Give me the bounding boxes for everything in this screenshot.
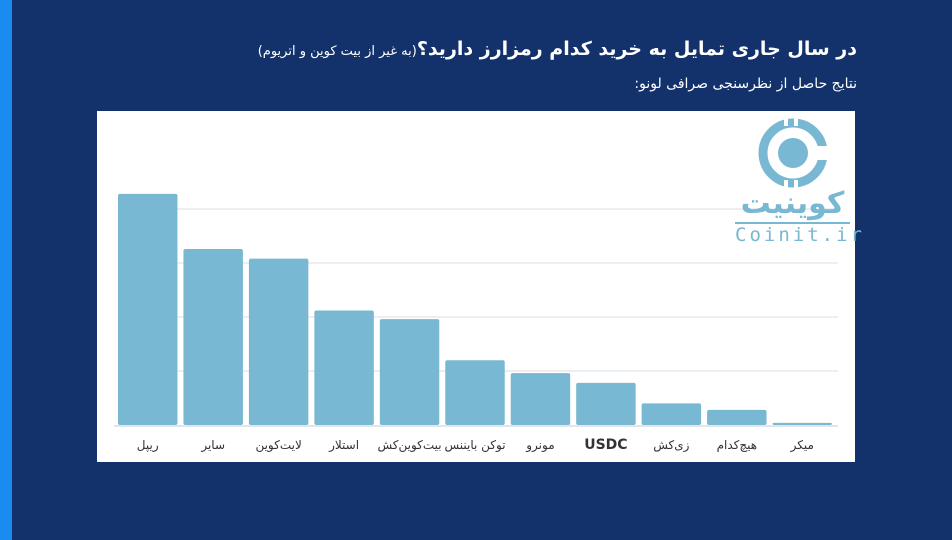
chart-panel: ریپل سایر لایت‌کوین استلار بیت‌کوین‌کش توکن ب… bbox=[97, 111, 865, 462]
x-tick-label: هیچ‌کدام bbox=[717, 438, 757, 452]
x-tick-label: بیت‌کوین‌کش bbox=[377, 438, 441, 453]
bar bbox=[248, 258, 309, 425]
coin-icon bbox=[758, 118, 828, 188]
x-tick-label: مونرو bbox=[525, 438, 554, 453]
bar bbox=[641, 403, 702, 425]
x-tick-label: ریپل bbox=[137, 438, 159, 453]
x-tick-label: زی‌کش bbox=[653, 438, 689, 453]
chart-subtitle: نتایج حاصل از نظرسنجی صرافی لونو: bbox=[634, 76, 857, 92]
logo-text-en: Coinit.ir bbox=[735, 222, 865, 246]
bar bbox=[118, 193, 178, 425]
bar bbox=[314, 310, 374, 425]
x-tick-label: سایر bbox=[200, 438, 225, 453]
bar bbox=[576, 382, 636, 425]
x-tick-label: USDC bbox=[584, 437, 627, 453]
x-tick-label: لایت‌کوین bbox=[255, 438, 301, 453]
x-tick-label: میکر bbox=[790, 438, 814, 453]
bar bbox=[772, 422, 832, 425]
x-tick-label: استلار bbox=[328, 438, 359, 453]
coinit-logo: کوینیت Coinit.ir bbox=[735, 118, 865, 246]
chart-title: در سال جاری تمایل به خرید کدام رمزارز دا… bbox=[257, 38, 857, 60]
bar bbox=[707, 409, 767, 425]
bar-chart: ریپل سایر لایت‌کوین استلار بیت‌کوین‌کش توکن ب… bbox=[114, 193, 838, 453]
accent-stripe bbox=[0, 0, 12, 540]
bar bbox=[183, 248, 243, 425]
title-note: (به غیر از بیت کوین و اتریوم) bbox=[257, 44, 417, 59]
logo-text-fa: کوینیت bbox=[740, 186, 845, 221]
x-tick-label: توکن بایننس bbox=[444, 438, 505, 453]
bar bbox=[379, 319, 440, 425]
bar bbox=[445, 360, 505, 425]
bar bbox=[510, 373, 571, 425]
